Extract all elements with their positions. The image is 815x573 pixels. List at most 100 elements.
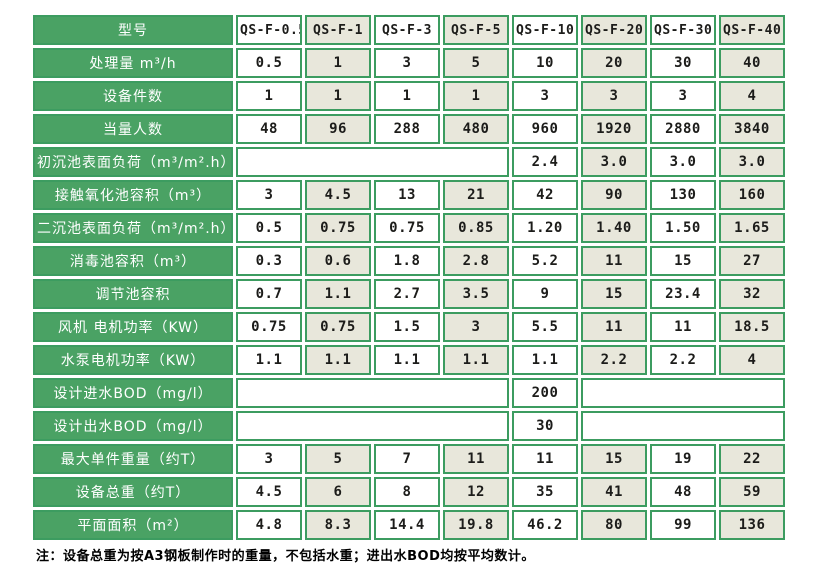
table-cell: 1 <box>443 81 509 111</box>
table-cell: 0.7 <box>236 279 302 309</box>
model-header: QS-F-3 <box>374 15 440 45</box>
table-cell: 96 <box>305 114 371 144</box>
table-cell: 3840 <box>719 114 785 144</box>
table-cell: 130 <box>650 180 716 210</box>
table-cell: 0.85 <box>443 213 509 243</box>
table-cell: 41 <box>581 477 647 507</box>
table-row: 平面面积（m²） 4.8 8.3 14.4 19.8 46.2 80 99 136 <box>33 510 785 540</box>
spec-table-header: 型号 QS-F-0.5 QS-F-1 QS-F-3 QS-F-5 QS-F-10 QS-F-… <box>33 15 785 45</box>
table-cell: 46.2 <box>512 510 578 540</box>
row-label: 风机 电机功率（KW） <box>33 312 233 342</box>
table-cell: 160 <box>719 180 785 210</box>
table-cell: 2.2 <box>650 345 716 375</box>
row-label: 初沉池表面负荷（m³/m².h） <box>33 147 233 177</box>
table-cell: 40 <box>719 48 785 78</box>
table-cell: 48 <box>236 114 302 144</box>
table-cell: 6 <box>305 477 371 507</box>
table-cell: 2.7 <box>374 279 440 309</box>
table-cell: 480 <box>443 114 509 144</box>
row-label: 当量人数 <box>33 114 233 144</box>
table-cell: 1.65 <box>719 213 785 243</box>
table-cell: 15 <box>581 279 647 309</box>
table-cell: 5 <box>443 48 509 78</box>
table-cell: 11 <box>650 312 716 342</box>
table-cell: 3 <box>236 180 302 210</box>
model-header: QS-F-20 <box>581 15 647 45</box>
table-cell: 0.6 <box>305 246 371 276</box>
table-cell: 1.20 <box>512 213 578 243</box>
table-cell: 4 <box>719 81 785 111</box>
table-cell: 90 <box>581 180 647 210</box>
table-cell <box>581 411 785 441</box>
row-label: 水泵电机功率（KW） <box>33 345 233 375</box>
table-cell: 3.5 <box>443 279 509 309</box>
row-label: 消毒池容积（m³） <box>33 246 233 276</box>
spec-table: 型号 QS-F-0.5 QS-F-1 QS-F-3 QS-F-5 QS-F-10 QS-F-… <box>30 12 788 543</box>
table-row: 初沉池表面负荷（m³/m².h） 2.4 3.0 3.0 3.0 <box>33 147 785 177</box>
row-label: 平面面积（m²） <box>33 510 233 540</box>
table-cell: 15 <box>650 246 716 276</box>
table-cell: 32 <box>719 279 785 309</box>
table-cell: 1 <box>305 81 371 111</box>
table-cell: 5.2 <box>512 246 578 276</box>
model-header: QS-F-30 <box>650 15 716 45</box>
table-cell: 13 <box>374 180 440 210</box>
table-cell: 3 <box>443 312 509 342</box>
table-cell: 35 <box>512 477 578 507</box>
table-cell: 0.75 <box>305 312 371 342</box>
row-label: 设计进水BOD（mg/l） <box>33 378 233 408</box>
table-cell: 19.8 <box>443 510 509 540</box>
table-cell: 23.4 <box>650 279 716 309</box>
table-cell: 8 <box>374 477 440 507</box>
table-cell: 5 <box>305 444 371 474</box>
table-cell: 288 <box>374 114 440 144</box>
table-cell: 1.8 <box>374 246 440 276</box>
table-cell: 30 <box>512 411 578 441</box>
model-header: QS-F-5 <box>443 15 509 45</box>
table-cell: 10 <box>512 48 578 78</box>
table-cell <box>236 411 509 441</box>
model-header: QS-F-40 <box>719 15 785 45</box>
corner-label: 型号 <box>33 15 233 45</box>
table-cell <box>236 147 509 177</box>
model-header: QS-F-1 <box>305 15 371 45</box>
table-row: 设计进水BOD（mg/l） 200 <box>33 378 785 408</box>
row-label: 处理量 m³/h <box>33 48 233 78</box>
table-cell: 1.1 <box>305 279 371 309</box>
table-cell: 3 <box>512 81 578 111</box>
table-cell: 3 <box>650 81 716 111</box>
spec-table-body: 处理量 m³/h 0.5 1 3 5 10 20 30 40 设备件数 1 1 1 1 3 3 3 4 当量人数 48… <box>33 48 785 540</box>
table-cell: 1.40 <box>581 213 647 243</box>
model-header: QS-F-10 <box>512 15 578 45</box>
table-cell: 2.4 <box>512 147 578 177</box>
table-cell: 5.5 <box>512 312 578 342</box>
table-cell: 960 <box>512 114 578 144</box>
row-label: 设计出水BOD（mg/l） <box>33 411 233 441</box>
table-cell: 3 <box>236 444 302 474</box>
table-row: 水泵电机功率（KW） 1.1 1.1 1.1 1.1 1.1 2.2 2.2 4 <box>33 345 785 375</box>
table-cell: 3.0 <box>650 147 716 177</box>
table-cell: 0.75 <box>305 213 371 243</box>
header-row: 型号 QS-F-0.5 QS-F-1 QS-F-3 QS-F-5 QS-F-10 QS-F-… <box>33 15 785 45</box>
row-label: 二沉池表面负荷（m³/m².h） <box>33 213 233 243</box>
table-cell: 1 <box>374 81 440 111</box>
table-cell: 0.3 <box>236 246 302 276</box>
table-row: 最大单件重量（约T） 3 5 7 11 11 15 19 22 <box>33 444 785 474</box>
table-cell: 1.1 <box>236 345 302 375</box>
table-cell: 1920 <box>581 114 647 144</box>
table-cell: 4 <box>719 345 785 375</box>
table-cell: 0.5 <box>236 213 302 243</box>
table-cell: 7 <box>374 444 440 474</box>
table-cell: 3 <box>581 81 647 111</box>
table-cell: 11 <box>443 444 509 474</box>
table-cell: 1.1 <box>443 345 509 375</box>
table-cell: 99 <box>650 510 716 540</box>
table-cell: 0.75 <box>236 312 302 342</box>
table-row: 当量人数 48 96 288 480 960 1920 2880 3840 <box>33 114 785 144</box>
table-cell: 1.5 <box>374 312 440 342</box>
table-row: 处理量 m³/h 0.5 1 3 5 10 20 30 40 <box>33 48 785 78</box>
table-cell: 0.5 <box>236 48 302 78</box>
table-cell: 18.5 <box>719 312 785 342</box>
table-cell <box>581 378 785 408</box>
